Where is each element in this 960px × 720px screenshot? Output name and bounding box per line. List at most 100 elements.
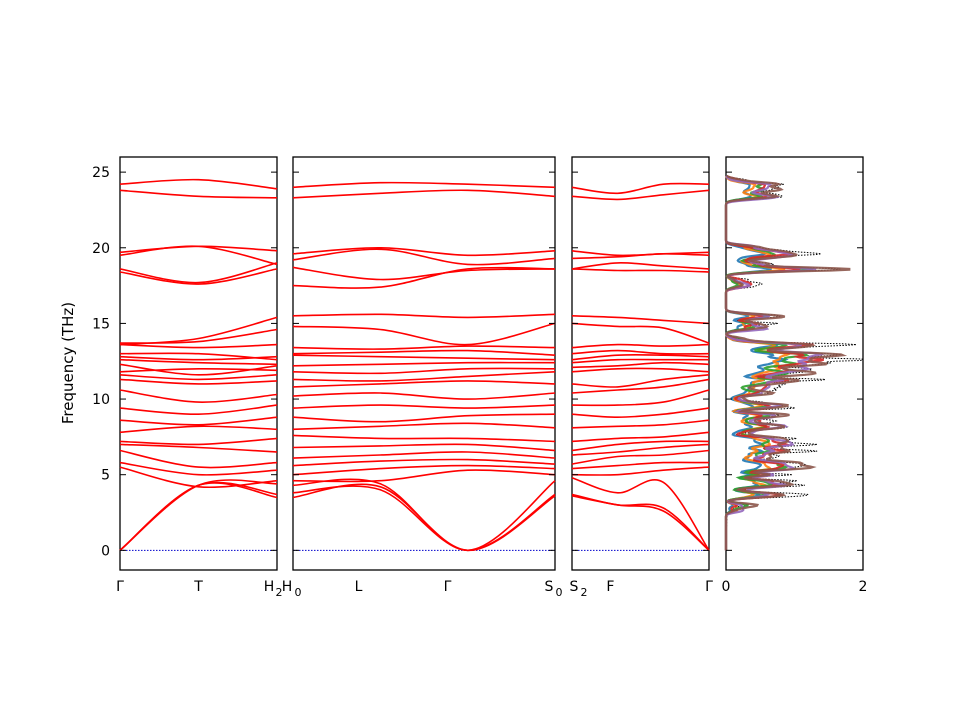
band-2-8 (292, 443, 556, 452)
band-3-7 (571, 443, 710, 456)
band-2-21 (292, 322, 556, 346)
band-2-24 (292, 266, 556, 281)
band-1-26 (119, 245, 278, 254)
band-3-20 (571, 343, 710, 349)
band-1-11 (119, 404, 278, 416)
band-1-7 (119, 443, 278, 453)
band-1-2 (119, 481, 278, 551)
band-2-9 (292, 434, 556, 443)
band-3-19 (571, 349, 710, 355)
band-1-5 (119, 461, 278, 476)
band-3-2 (571, 493, 710, 551)
band-1-8 (119, 437, 278, 446)
band-2-25 (292, 248, 556, 266)
band-2-3 (292, 478, 556, 552)
band-2-18 (292, 354, 556, 361)
y-axis-title: Frequency (THz) (59, 302, 77, 424)
band-2-17 (292, 361, 556, 367)
band-3-5 (571, 461, 710, 470)
band-1-16 (119, 363, 278, 376)
x-tick-label: S (570, 579, 579, 595)
y-tick-label: 10 (92, 392, 110, 408)
dos-x-tick-label: 0 (722, 579, 731, 595)
band-1-4 (119, 466, 278, 489)
band-2-15 (292, 371, 556, 382)
band-2-20 (292, 345, 556, 350)
x-tick-label: H (282, 579, 293, 595)
band-1-17 (119, 358, 278, 366)
band-2-10 (292, 422, 556, 431)
band-2-23 (292, 266, 556, 289)
y-tick-label: 15 (92, 316, 110, 332)
band-2-7 (292, 451, 556, 459)
band-3-21 (571, 322, 710, 344)
band-2-13 (292, 392, 556, 400)
band-1-28 (119, 178, 278, 190)
band-2-5 (292, 464, 556, 476)
band-2-14 (292, 380, 556, 388)
band-1-22 (119, 316, 278, 346)
band-2-26 (292, 246, 556, 257)
band-1-14 (119, 374, 278, 381)
band-1-6 (119, 449, 278, 469)
band-1-23 (119, 268, 278, 285)
band-3-16 (571, 361, 710, 369)
band-1-15 (119, 367, 278, 373)
band-2-22 (292, 313, 556, 319)
band-3-6 (571, 449, 710, 465)
x-tick-label: F (606, 579, 614, 595)
band-1-21 (119, 328, 278, 344)
band-1-19 (119, 352, 278, 361)
band-3-9 (571, 431, 710, 443)
dos-panel-frame (725, 156, 864, 571)
band-panel-2-frame (292, 156, 556, 571)
band-2-28 (292, 181, 556, 189)
band-3-27 (571, 189, 710, 201)
band-3-4 (571, 466, 710, 476)
band-2-6 (292, 458, 556, 467)
y-tick-label: 20 (92, 241, 110, 257)
x-tick-label: H (264, 579, 275, 595)
band-3-23 (571, 268, 710, 273)
band-1-12 (119, 389, 278, 403)
band-3-15 (571, 367, 710, 373)
band-3-10 (571, 419, 710, 429)
y-tick-label: 0 (101, 543, 110, 559)
x-tick-label-subscript: 0 (295, 586, 302, 599)
band-2-27 (292, 189, 556, 199)
band-3-13 (571, 378, 710, 394)
band-3-17 (571, 358, 709, 364)
band-1-10 (119, 416, 278, 426)
band-3-14 (571, 374, 710, 388)
band-1-13 (119, 378, 278, 385)
band-2-16 (292, 367, 556, 375)
band-2-11 (292, 413, 556, 423)
band-2-12 (292, 404, 556, 409)
band-2-4 (292, 469, 556, 483)
axis-ticks (120, 157, 864, 570)
x-tick-label: Γ (705, 579, 713, 595)
band-3-3 (571, 476, 710, 551)
band-1-24 (119, 262, 278, 284)
band-1-27 (119, 189, 278, 199)
projected-dos-curve-6 (724, 174, 851, 551)
band-3-26 (571, 250, 710, 257)
band-1-1 (119, 482, 278, 551)
y-tick-label: 25 (92, 165, 110, 181)
x-tick-label: Γ (444, 579, 452, 595)
x-tick-label: Γ (116, 579, 124, 595)
x-tick-label-subscript: 2 (276, 586, 283, 599)
band-1-9 (119, 425, 278, 434)
y-tick-label: 5 (101, 468, 110, 484)
band-lines (119, 178, 710, 552)
band-2-1 (292, 483, 556, 552)
band-3-18 (571, 353, 710, 361)
x-tick-label: T (193, 579, 203, 595)
band-2-2 (292, 485, 556, 552)
x-tick-label: S (545, 579, 554, 595)
x-tick-label: L (355, 579, 363, 595)
band-1-20 (119, 343, 278, 349)
x-tick-label-subscript: 0 (556, 586, 563, 599)
